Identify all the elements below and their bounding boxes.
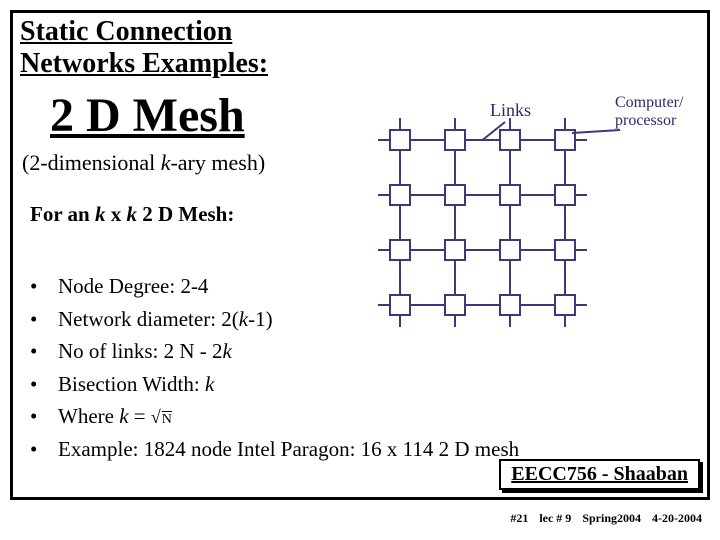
mesh-label-links: Links	[490, 100, 531, 121]
footer-a: #21	[510, 511, 528, 525]
intro-k2: k	[126, 202, 137, 226]
b2-b: -1)	[248, 307, 273, 331]
subtitle: (2-dimensional k-ary mesh)	[22, 150, 265, 176]
intro-a: For an	[30, 202, 95, 226]
intro-k1: k	[95, 202, 106, 226]
b3-k: k	[223, 339, 232, 363]
b2-a: Network diameter: 2(	[58, 307, 239, 331]
b6-text: Example: 1824 node Intel Paragon: 16 x 1…	[58, 437, 519, 461]
b2-k: k	[239, 307, 248, 331]
b4-k: k	[205, 372, 214, 396]
mesh-proc-l1: Computer/	[615, 94, 683, 111]
b1-text: Node Degree: 2-4	[58, 274, 208, 298]
intro-b: 2 D Mesh:	[137, 202, 234, 226]
supertitle-line1: Static Connection	[20, 16, 232, 47]
main-title: 2 D Mesh	[50, 88, 245, 143]
sqrt-icon: √N	[151, 407, 172, 427]
intro-x: x	[105, 202, 126, 226]
mesh-diagram: Links Computer/ processor	[370, 100, 700, 370]
subtitle-k: k	[161, 150, 171, 175]
bullet-4: •Bisection Width: k	[30, 368, 519, 401]
footer-c: Spring2004	[582, 511, 641, 525]
subtitle-a: (2-dimensional	[22, 150, 161, 175]
footer-d: 4-20-2004	[652, 511, 702, 525]
b5-k: k	[119, 404, 128, 428]
footer: #21 lec # 9 Spring2004 4-20-2004	[502, 511, 702, 526]
mesh-proc-l2: processor	[615, 112, 676, 129]
b4-a: Bisection Width:	[58, 372, 205, 396]
supertitle: Static Connection Networks Examples:	[20, 16, 268, 80]
mesh-label-processor: Computer/ processor	[615, 94, 683, 129]
bullet-5: •Where k = √N	[30, 400, 519, 433]
slide: Static Connection Networks Examples: 2 D…	[0, 0, 720, 540]
b5-rad: √	[151, 407, 161, 427]
footer-b: lec # 9	[539, 511, 571, 525]
intro-line: For an k x k 2 D Mesh:	[30, 202, 234, 227]
supertitle-line2: Networks Examples:	[20, 48, 268, 79]
b5-n: N	[161, 412, 172, 427]
b3-a: No of links: 2 N - 2	[58, 339, 223, 363]
subtitle-b: -ary mesh)	[170, 150, 265, 175]
mesh-svg	[370, 100, 700, 370]
b5-a: Where	[58, 404, 119, 428]
bullet-6: •Example: 1824 node Intel Paragon: 16 x …	[30, 433, 519, 466]
b5-b: =	[129, 404, 151, 428]
course-box: EECC756 - Shaaban	[499, 459, 700, 490]
